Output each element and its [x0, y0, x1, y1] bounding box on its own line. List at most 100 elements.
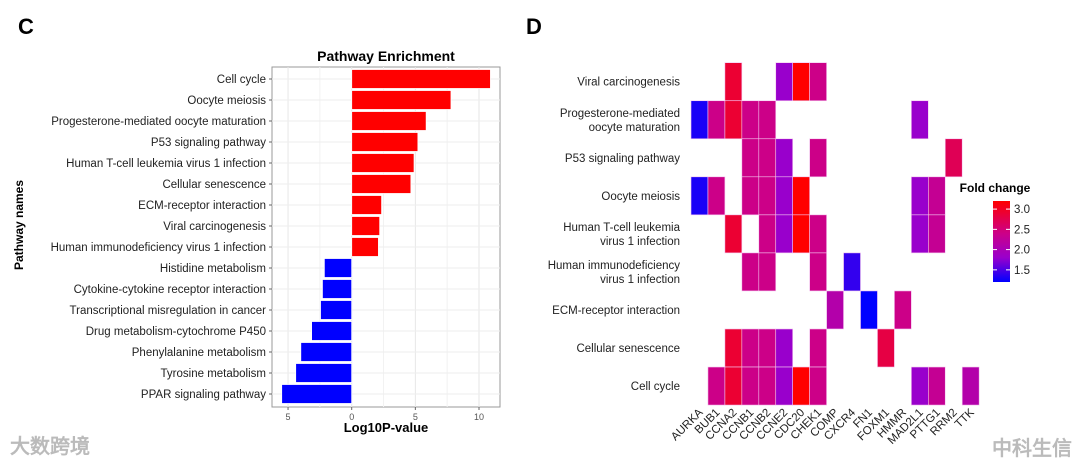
bar [351, 90, 452, 110]
heatmap-cell [809, 328, 827, 368]
heatmap-cell [741, 366, 760, 406]
heatmap-cell [690, 100, 709, 140]
bar [300, 342, 353, 362]
heatmap-cell [894, 290, 912, 330]
category-label: Cytokine-cytokine receptor interaction [74, 284, 266, 296]
x-tick-label: 5 [286, 412, 291, 422]
heatmap: Viral carcinogenesis Progesterone-mediate… [548, 62, 1031, 447]
row-label: Viral carcinogenesis [577, 77, 680, 89]
heatmap-cell [792, 366, 810, 406]
heatmap-cell [741, 176, 760, 216]
bar [351, 216, 381, 236]
row-label: Progesterone-mediated oocyte maturation [560, 108, 680, 134]
heatmap-cell [775, 366, 794, 406]
heatmap-cell [741, 100, 760, 140]
heatmap-cell [724, 328, 743, 368]
heatmap-cell [758, 366, 777, 406]
row-label: Oocyte meiosis [601, 191, 680, 203]
heatmap-cell [860, 290, 878, 330]
legend-tick-label: 2.0 [1014, 245, 1030, 257]
bar [281, 384, 353, 404]
bar [322, 279, 353, 299]
heatmap-cell [792, 176, 810, 216]
bar [295, 363, 353, 383]
heatmap-cell [758, 176, 777, 216]
category-label: Progesterone-mediated oocyte maturation [51, 116, 266, 128]
row-label: Human T-cell leukemia virus 1 infection [563, 222, 680, 248]
category-label: Oocyte meiosis [187, 95, 266, 107]
heatmap-cell [792, 214, 810, 254]
row-label: Cellular senescence [576, 343, 680, 355]
bar [351, 69, 491, 89]
bar [351, 111, 427, 131]
category-label: P53 signaling pathway [151, 137, 266, 149]
category-label: Viral carcinogenesis [163, 221, 266, 233]
category-label: Tyrosine metabolism [161, 368, 266, 380]
heatmap-cell [877, 328, 895, 368]
column-label: TTK [953, 406, 977, 430]
x-tick-label: 0 [349, 412, 354, 422]
bar [320, 300, 353, 320]
category-label: PPAR signaling pathway [141, 389, 266, 401]
x-tick-label: 5 [413, 412, 418, 422]
legend-title: Fold change [960, 181, 1031, 195]
category-label: Histidine metabolism [160, 263, 266, 275]
category-label: Human T-cell leukemia virus 1 infection [66, 158, 266, 170]
x-tick-label: 10 [474, 412, 484, 422]
category-label: Phenylalanine metabolism [132, 347, 266, 359]
bar [351, 132, 419, 152]
row-label: P53 signaling pathway [565, 153, 680, 165]
y-axis-title: Pathway names [12, 180, 26, 270]
heatmap-cell [927, 176, 946, 216]
category-label: Drug metabolism-cytochrome P450 [86, 326, 266, 338]
heatmap-cell [809, 214, 827, 254]
heatmap-cell [792, 62, 810, 102]
heatmap-cell [775, 328, 794, 368]
heatmap-cell [741, 328, 760, 368]
heatmap-cell [809, 366, 827, 406]
heatmap-cell [758, 214, 777, 254]
heatmap-cell [758, 328, 777, 368]
heatmap-cell [741, 252, 760, 292]
heatmap-cell [911, 214, 929, 254]
category-label: Cell cycle [217, 74, 266, 86]
watermark-right: 中科生信 [992, 438, 1072, 460]
heatmap-cell [775, 176, 794, 216]
heatmap-cell [707, 176, 726, 216]
bar [311, 321, 353, 341]
bar-chart: Pathway Enrichment Log10P-value Pathway … [12, 48, 501, 435]
heatmap-cell [775, 138, 794, 178]
bar [351, 237, 379, 257]
row-label: Cell cycle [631, 381, 680, 393]
heatmap-cell [961, 366, 980, 406]
chart-title: Pathway Enrichment [317, 48, 455, 64]
heatmap-cell [826, 290, 844, 330]
category-label: Human immunodeficiency virus 1 infection [51, 242, 266, 254]
heatmap-cell [927, 214, 946, 254]
heatmap-cell [724, 214, 743, 254]
heatmap-cell [690, 176, 709, 216]
bar [351, 153, 415, 173]
heatmap-cell [843, 252, 861, 292]
row-label: ECM-receptor interaction [552, 305, 680, 317]
heatmap-cell [911, 366, 929, 406]
panel-letter-d: D [526, 14, 542, 39]
heatmap-cell [809, 62, 827, 102]
legend-tick-label: 3.0 [1014, 204, 1030, 216]
heatmap-cell [775, 214, 794, 254]
heatmap-cell [911, 176, 929, 216]
bar [351, 195, 383, 215]
category-label: Cellular senescence [162, 179, 266, 191]
legend-tick-label: 2.5 [1014, 224, 1030, 236]
heatmap-cell [911, 100, 929, 140]
heatmap-cell [809, 252, 827, 292]
category-label: Transcriptional misregulation in cancer [70, 305, 267, 317]
heatmap-cell [758, 138, 777, 178]
heatmap-cell [927, 366, 946, 406]
watermark-left: 大数跨境 [10, 436, 90, 458]
heatmap-cell [758, 252, 777, 292]
row-label: Human immunodeficiency virus 1 infection [548, 260, 681, 286]
heatmap-cell [809, 138, 827, 178]
legend-tick-label: 1.5 [1014, 265, 1030, 277]
panel-letter-c: C [18, 14, 34, 39]
